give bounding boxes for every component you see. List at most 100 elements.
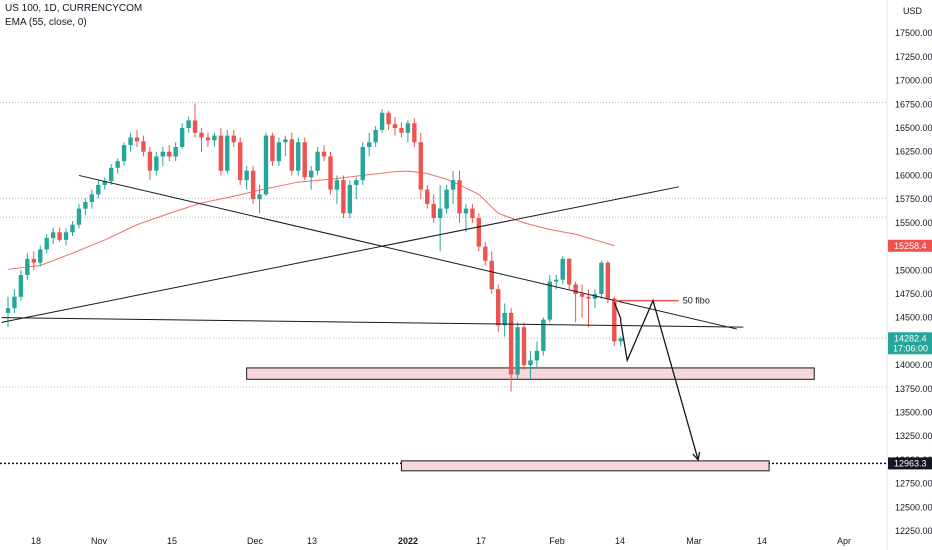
candle-body[interactable] [496, 289, 501, 326]
candle-body[interactable] [173, 146, 178, 157]
trendline[interactable] [78, 174, 737, 330]
candle-body[interactable] [147, 151, 153, 171]
candle-body[interactable] [192, 120, 198, 133]
candle-body[interactable] [57, 232, 62, 240]
candle-body[interactable] [270, 135, 275, 162]
candle-body[interactable] [205, 137, 211, 141]
candle-body[interactable] [186, 120, 191, 129]
candle-body[interactable] [283, 139, 288, 143]
candle-body[interactable] [238, 142, 243, 181]
candle-body[interactable] [25, 258, 30, 275]
candle-body[interactable] [508, 312, 514, 375]
candle-body[interactable] [612, 298, 617, 342]
candle-body[interactable] [360, 146, 365, 181]
candle-body[interactable] [109, 167, 114, 182]
candle-body[interactable] [425, 189, 430, 204]
candle-body[interactable] [554, 279, 559, 282]
candle-body[interactable] [463, 208, 469, 214]
candle-body[interactable] [599, 262, 604, 294]
candle-body[interactable] [444, 189, 449, 209]
candle-body[interactable] [541, 319, 546, 351]
candle-body[interactable] [89, 194, 95, 202]
candle-body[interactable] [308, 170, 314, 178]
candle-body[interactable] [328, 156, 333, 190]
candle-body[interactable] [50, 232, 56, 239]
candle-body[interactable] [347, 184, 353, 214]
candle-body[interactable] [179, 128, 185, 147]
candle-body[interactable] [334, 180, 340, 190]
candle-body[interactable] [12, 296, 17, 309]
candle-body[interactable] [605, 262, 611, 299]
candle-body[interactable] [76, 208, 82, 225]
candle-body[interactable] [547, 281, 552, 320]
trendline[interactable] [1, 317, 744, 328]
candle-body[interactable] [470, 208, 475, 219]
candle-body[interactable] [489, 260, 494, 290]
candle-body[interactable] [573, 284, 578, 294]
candle-body[interactable] [373, 129, 378, 143]
candle-body[interactable] [431, 203, 436, 219]
candle-body[interactable] [289, 139, 294, 171]
candle-body[interactable] [250, 170, 256, 200]
candle-body[interactable] [515, 327, 520, 375]
candle-body[interactable] [302, 142, 307, 178]
candle-body[interactable] [418, 142, 423, 190]
projection-path[interactable] [613, 298, 699, 461]
candle-body[interactable] [225, 135, 230, 171]
candle-body[interactable] [154, 156, 159, 171]
candle-body[interactable] [476, 218, 482, 247]
candle-body[interactable] [212, 135, 217, 141]
candle-body[interactable] [121, 145, 127, 162]
candle-body[interactable] [579, 293, 585, 297]
candle-body[interactable] [128, 137, 133, 146]
candle-body[interactable] [70, 224, 75, 233]
candle-body[interactable] [367, 142, 372, 147]
candle-body[interactable] [96, 184, 101, 195]
candle-body[interactable] [263, 135, 269, 195]
candle-body[interactable] [102, 181, 107, 185]
candle-body[interactable] [38, 249, 43, 263]
candle-body[interactable] [450, 180, 456, 190]
candle-body[interactable] [199, 132, 204, 138]
candle-body[interactable] [502, 312, 507, 326]
candle-body[interactable] [586, 296, 591, 299]
candle-body[interactable] [5, 308, 11, 313]
candle-body[interactable] [167, 151, 172, 157]
candle-body[interactable] [379, 112, 385, 130]
candle-body[interactable] [528, 360, 533, 366]
candle-body[interactable] [18, 275, 24, 297]
candle-body[interactable] [521, 327, 527, 366]
candle-body[interactable] [566, 258, 572, 285]
candle-body[interactable] [412, 123, 417, 143]
candle-body[interactable] [386, 112, 391, 125]
candle-body[interactable] [218, 135, 224, 171]
candle-body[interactable] [457, 180, 462, 214]
candle-body[interactable] [257, 194, 262, 200]
candle-body[interactable] [141, 141, 146, 152]
candle-body[interactable] [63, 232, 69, 240]
candle-body[interactable] [315, 151, 320, 171]
candle-body[interactable] [354, 180, 359, 185]
candle-body[interactable] [296, 142, 301, 171]
candle-body[interactable] [83, 201, 88, 209]
candle-body[interactable] [276, 142, 282, 162]
candle-body[interactable] [483, 246, 488, 261]
candle-body[interactable] [560, 258, 565, 280]
candle-body[interactable] [244, 170, 249, 181]
candle-body[interactable] [534, 350, 540, 361]
candle-body[interactable] [437, 208, 443, 219]
candle-body[interactable] [341, 180, 346, 214]
candle-body[interactable] [618, 338, 623, 342]
support-zone[interactable] [400, 460, 770, 472]
candle-body[interactable] [399, 128, 404, 133]
candle-body[interactable] [392, 124, 398, 129]
trendline[interactable] [1, 186, 679, 323]
candle-body[interactable] [160, 151, 165, 157]
candle-body[interactable] [231, 135, 236, 143]
candle-body[interactable] [321, 151, 327, 157]
candle-body[interactable] [44, 238, 49, 250]
candle-body[interactable] [405, 123, 411, 133]
candle-body[interactable] [31, 258, 36, 263]
candle-body[interactable] [134, 137, 140, 142]
